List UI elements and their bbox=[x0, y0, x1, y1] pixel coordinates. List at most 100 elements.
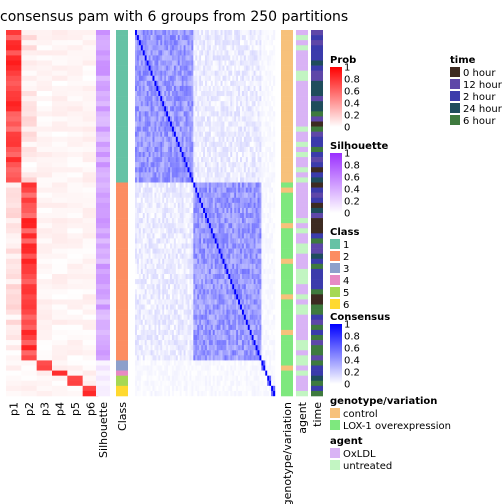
prob-cell bbox=[36, 258, 53, 265]
consensus-cell bbox=[171, 223, 175, 229]
consensus-cell bbox=[191, 146, 194, 153]
consensus-cell bbox=[234, 136, 237, 143]
consensus-cell bbox=[142, 30, 145, 36]
class-cell bbox=[116, 141, 128, 148]
class-bar bbox=[116, 30, 128, 397]
consensus-cell bbox=[138, 258, 142, 265]
silhouette-cell bbox=[96, 141, 110, 148]
consensus-cell bbox=[218, 96, 221, 102]
consensus-cell bbox=[148, 192, 151, 198]
consensus-cell bbox=[259, 121, 262, 127]
consensus-cell bbox=[261, 329, 264, 336]
consensus-cell bbox=[171, 80, 175, 87]
consensus-cell bbox=[228, 253, 231, 259]
consensus-cell bbox=[140, 299, 143, 305]
consensus-cell bbox=[173, 60, 177, 66]
consensus-cell bbox=[195, 157, 198, 163]
consensus-cell bbox=[247, 182, 250, 188]
consensus-cell bbox=[267, 152, 270, 158]
consensus-cell bbox=[177, 162, 180, 168]
consensus-cell bbox=[152, 85, 155, 92]
consensus-cell bbox=[216, 162, 219, 168]
consensus-cell bbox=[206, 75, 210, 82]
consensus-cell bbox=[187, 253, 190, 259]
consensus-cell bbox=[241, 45, 245, 51]
consensus-cell bbox=[271, 258, 274, 265]
consensus-cell bbox=[269, 197, 272, 204]
prob-cell bbox=[52, 340, 68, 346]
consensus-cell bbox=[154, 45, 157, 51]
consensus-cell bbox=[177, 91, 180, 97]
consensus-cell bbox=[263, 213, 266, 219]
consensus-cell bbox=[203, 309, 206, 315]
consensus-cell bbox=[156, 187, 159, 193]
prob-cell bbox=[21, 207, 37, 214]
consensus-cell bbox=[224, 152, 227, 158]
prob-cell bbox=[52, 223, 68, 229]
consensus-cell bbox=[164, 289, 167, 295]
consensus-cell bbox=[259, 40, 262, 46]
consensus-cell bbox=[208, 294, 212, 300]
consensus-cell bbox=[160, 223, 163, 229]
prob-cell bbox=[52, 75, 68, 82]
consensus-cell bbox=[232, 289, 235, 295]
prob-cell bbox=[67, 304, 83, 310]
consensus-cell bbox=[263, 40, 266, 46]
consensus-cell bbox=[175, 238, 178, 244]
silhouette-cell bbox=[96, 157, 110, 163]
consensus-cell bbox=[187, 284, 190, 290]
consensus-cell bbox=[170, 319, 173, 326]
consensus-cell bbox=[216, 55, 219, 61]
consensus-cell bbox=[205, 157, 208, 163]
consensus-cell bbox=[154, 101, 157, 107]
consensus-cell bbox=[150, 268, 153, 275]
consensus-cell bbox=[216, 35, 219, 41]
prob-cell bbox=[82, 360, 99, 366]
consensus-cell bbox=[152, 192, 155, 198]
consensus-cell bbox=[243, 243, 247, 249]
consensus-cell bbox=[241, 319, 245, 326]
consensus-cell bbox=[216, 258, 219, 265]
consensus-cell bbox=[249, 157, 252, 163]
prob-cell bbox=[36, 96, 53, 102]
consensus-cell bbox=[257, 233, 260, 239]
consensus-cell bbox=[166, 146, 169, 153]
consensus-cell bbox=[255, 279, 258, 285]
consensus-cell bbox=[171, 202, 175, 209]
consensus-cell bbox=[199, 289, 202, 295]
consensus-cell bbox=[152, 177, 155, 183]
consensus-cell bbox=[269, 126, 272, 132]
consensus-cell bbox=[162, 131, 165, 137]
consensus-cell bbox=[193, 263, 196, 270]
consensus-cell bbox=[238, 294, 241, 300]
consensus-cell bbox=[206, 228, 210, 234]
prob-cell bbox=[67, 289, 83, 295]
consensus-cell bbox=[255, 40, 258, 46]
consensus-cell bbox=[138, 85, 142, 92]
consensus-cell bbox=[222, 248, 225, 254]
consensus-cell bbox=[206, 182, 210, 188]
consensus-cell bbox=[214, 141, 217, 148]
consensus-cell bbox=[226, 319, 229, 326]
consensus-cell bbox=[191, 157, 194, 163]
prob-cell bbox=[52, 101, 68, 107]
prob-cell bbox=[6, 263, 22, 270]
consensus-cell bbox=[154, 192, 157, 198]
consensus-cell bbox=[199, 228, 202, 234]
consensus-cell bbox=[269, 80, 272, 87]
consensus-cell bbox=[135, 187, 138, 193]
consensus-cell bbox=[243, 152, 247, 158]
consensus-cell bbox=[150, 319, 153, 326]
consensus-cell bbox=[170, 279, 173, 285]
consensus-cell bbox=[193, 141, 196, 148]
consensus-cell bbox=[142, 294, 145, 300]
consensus-cell bbox=[158, 111, 161, 117]
consensus-cell bbox=[197, 207, 200, 214]
prob-cell bbox=[67, 213, 83, 219]
consensus-cell bbox=[247, 40, 250, 46]
consensus-cell bbox=[171, 218, 175, 224]
consensus-cell bbox=[253, 136, 256, 143]
consensus-cell bbox=[205, 45, 208, 51]
consensus-cell bbox=[240, 60, 243, 66]
consensus-cell bbox=[263, 70, 266, 76]
